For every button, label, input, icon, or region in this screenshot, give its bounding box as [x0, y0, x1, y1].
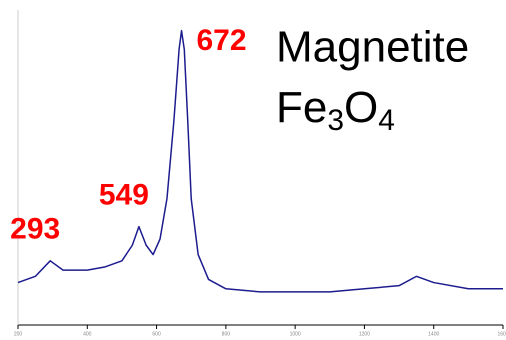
- x-tick-label: 1200: [359, 331, 370, 337]
- peak-label: 672: [196, 24, 246, 57]
- formula-sub: 3: [327, 104, 344, 137]
- formula-part: Fe: [276, 83, 327, 132]
- x-tick-label: 1000: [290, 331, 301, 337]
- x-tick-label: 200: [14, 331, 23, 337]
- peak-label: 549: [99, 179, 149, 212]
- x-tick-label: 400: [83, 331, 92, 337]
- x-tick-label: 1400: [428, 331, 439, 337]
- x-tick-label: 1600: [497, 331, 506, 337]
- formula-part: O: [344, 83, 378, 132]
- spectrum-line: [17, 29, 503, 293]
- peak-label: 293: [10, 213, 60, 246]
- chart-title: Magnetite: [276, 23, 469, 72]
- x-tick-label: 800: [222, 331, 231, 337]
- x-tick-label: 600: [152, 331, 161, 337]
- formula-sub: 4: [378, 104, 395, 137]
- formula: Fe3O4: [276, 83, 395, 137]
